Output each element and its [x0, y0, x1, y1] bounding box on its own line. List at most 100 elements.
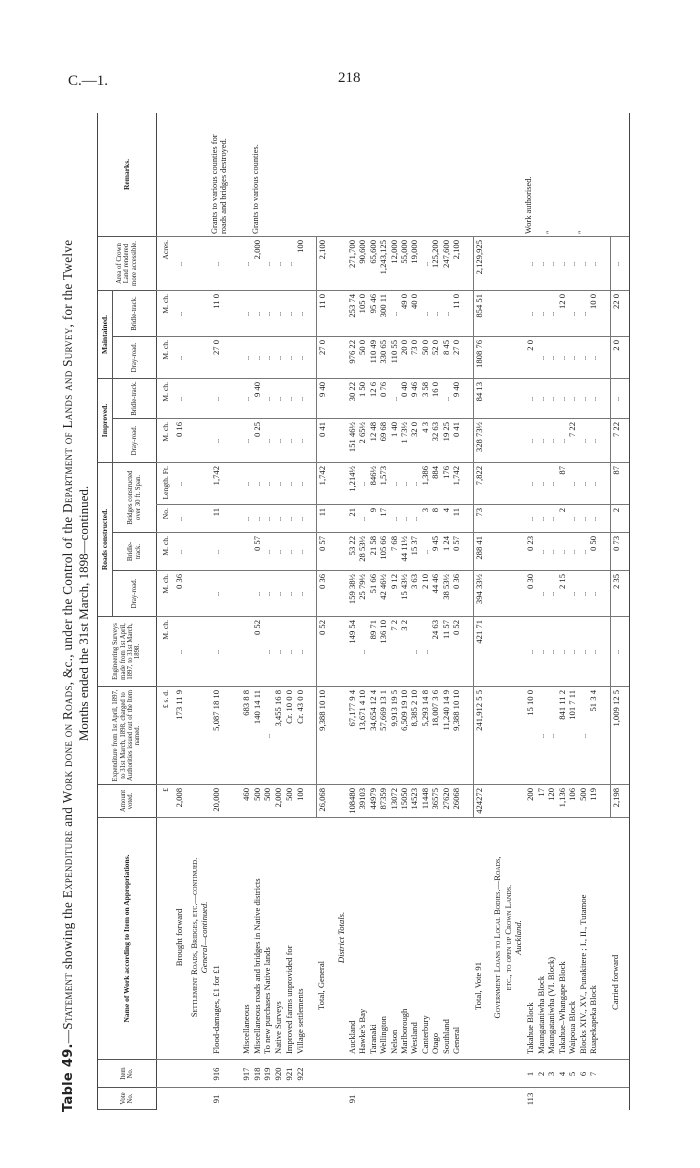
cell-improved-dray: .. — [577, 438, 588, 444]
cell-roads-bridle: 0 57 — [252, 536, 262, 552]
cell-amount-voted: 2,000 — [273, 788, 283, 808]
cell-area-accessible: .. — [241, 261, 251, 267]
table-row: 919 To new purchases Native lands 500.....… — [262, 113, 272, 1110]
cell-bridges-length: .. — [567, 481, 577, 487]
cell-item-no — [409, 1060, 419, 1088]
cell-engineering-surveys: 3 2 — [399, 620, 409, 631]
cell-expenditure: .. — [546, 733, 556, 739]
cell-bridges-no — [492, 505, 502, 533]
cell-maintained-bridle: .. — [525, 311, 535, 317]
cell-bridges-no: .. — [525, 516, 535, 522]
cell-area-accessible: .. — [535, 261, 546, 267]
cell-engineering-surveys — [513, 617, 523, 687]
cell-roads-bridle: 0 23 — [525, 536, 535, 552]
cell-improved-bridle: 9 40 — [316, 379, 327, 419]
cell-bridges-no: 21 — [347, 508, 357, 517]
cell-item-no — [199, 1060, 209, 1088]
table-title: Table 49.—Statement showing the Expendit… — [58, 115, 98, 1112]
cell-expenditure: 3,455 16 8 — [273, 690, 283, 727]
cell-item-no: 921 — [284, 1067, 294, 1081]
cell-vote-no — [316, 1088, 326, 1110]
cell-remarks — [610, 113, 620, 237]
cell-maintained-bridle: 11 0 — [211, 294, 221, 309]
table-row: Total, General 26,068 9,388 10 10 0 52 0 36 0… — [316, 113, 327, 1110]
cell-bridges-length: 87 — [556, 466, 567, 475]
title-segment: and — [60, 803, 75, 831]
cell-roads-dray — [336, 571, 346, 617]
cell-bridges-length: 87 — [610, 463, 621, 505]
cell-remarks — [389, 113, 399, 237]
cell-item-no: 7 — [588, 1071, 598, 1077]
cell-improved-dray: 0 16 — [174, 422, 184, 438]
cell-maintained-bridle: .. — [430, 311, 441, 317]
table-row: Nelson 13072 9,913 19 5 7 2 9 12 7 68.... 1 40… — [389, 113, 399, 1110]
cell-bridges-no: 17 — [378, 508, 389, 517]
cell-remarks: ″ — [545, 230, 554, 235]
cell-bridges-length — [492, 463, 502, 505]
cell-area-accessible: .. — [262, 261, 272, 267]
cell-bridges-no: 73 — [473, 505, 484, 533]
cell-item-no — [378, 1060, 388, 1088]
cell-vote-no — [252, 1088, 262, 1110]
cell-maintained-dray: 27 0 — [451, 340, 461, 356]
cell-vote-no — [368, 1088, 378, 1110]
cell-amount-voted — [503, 785, 513, 818]
cell-roads-dray: .. — [295, 591, 305, 597]
cell-remarks — [357, 113, 367, 237]
cell-roads-dray: 51 66 — [367, 574, 378, 594]
cell-bridges-length: 884 — [430, 466, 441, 479]
cell-expenditure: 6,509 19 10 — [399, 690, 409, 731]
cell-expenditure: Cr. 10 0 0 — [284, 690, 294, 724]
cell-maintained-bridle: 11 0 — [451, 294, 461, 309]
cell-maintained-bridle: .. — [262, 311, 272, 317]
cell-engineering-surveys: .. — [284, 649, 294, 655]
title-segment: Statement — [60, 972, 75, 1030]
cell-engineering-surveys: .. — [357, 649, 368, 655]
cell-vote-no — [273, 1088, 283, 1110]
cell-maintained-bridle: .. — [273, 311, 283, 317]
cell-improved-dray: 4 3 — [419, 422, 430, 433]
cell-roads-bridle: .. — [535, 549, 546, 555]
cell-expenditure: 15 10 0 — [525, 690, 535, 716]
cell-improved-dray: 151 46½ — [347, 422, 357, 453]
header-dray-road: Dray-road. — [112, 571, 156, 617]
cell-improved-bridle: .. — [610, 379, 621, 419]
cell-maintained-dray: .. — [556, 355, 567, 361]
cell-roads-bridle: .. — [273, 549, 283, 555]
cell-item-no: 1 — [525, 1071, 535, 1077]
cell-maintained-dray: 52 0 — [430, 340, 441, 356]
cell-expenditure — [492, 687, 502, 785]
cell-area-accessible — [189, 237, 199, 291]
cell-maintained-bridle — [336, 291, 346, 337]
cell-bridges-no: 2 — [556, 508, 567, 513]
cell-bridges-no: 8 — [430, 508, 441, 513]
cell-item-no — [473, 1060, 483, 1088]
cell-maintained-dray: 27 0 — [316, 337, 327, 379]
table-row: Taranaki 44979 34,654 12 4 89 71 51 66 21 58 9… — [368, 113, 378, 1110]
cell-engineering-surveys: .. — [535, 649, 546, 655]
cell-remarks — [399, 113, 409, 237]
cell-maintained-dray — [513, 337, 523, 379]
cell-roads-bridle — [199, 533, 209, 571]
cell-engineering-surveys — [241, 617, 251, 687]
cell-maintained-bridle: .. — [284, 311, 294, 317]
cell-name: Improved farms unprovided for — [284, 945, 294, 1054]
cell-expenditure — [199, 687, 209, 785]
cell-area-accessible: .. — [556, 261, 567, 267]
cell-area-accessible: 2,129,925 — [473, 237, 484, 291]
cell-roads-dray: 25 79½ — [357, 574, 368, 600]
cell-bridges-no: .. — [174, 516, 184, 522]
title-segment: showing the — [60, 898, 75, 973]
page-code: C.—1. — [68, 73, 109, 89]
cell-name — [161, 818, 171, 1060]
cell-item-no — [174, 1060, 184, 1088]
cell-vote-no — [399, 1088, 409, 1110]
cell-area-accessible — [199, 237, 209, 291]
cell-amount-voted: 14523 — [409, 788, 420, 810]
cell-vote-no — [409, 1088, 419, 1110]
cell-roads-bridle: 0 50 — [588, 536, 598, 552]
cell-amount-voted: 87359 — [378, 788, 389, 810]
table-row: Otago 36575 18,007 3 6 24 63 44 46 9 45 8 884 32… — [430, 113, 440, 1110]
header-bridle-track: Bridle-track. — [112, 533, 156, 571]
cell-improved-bridle — [199, 379, 209, 419]
